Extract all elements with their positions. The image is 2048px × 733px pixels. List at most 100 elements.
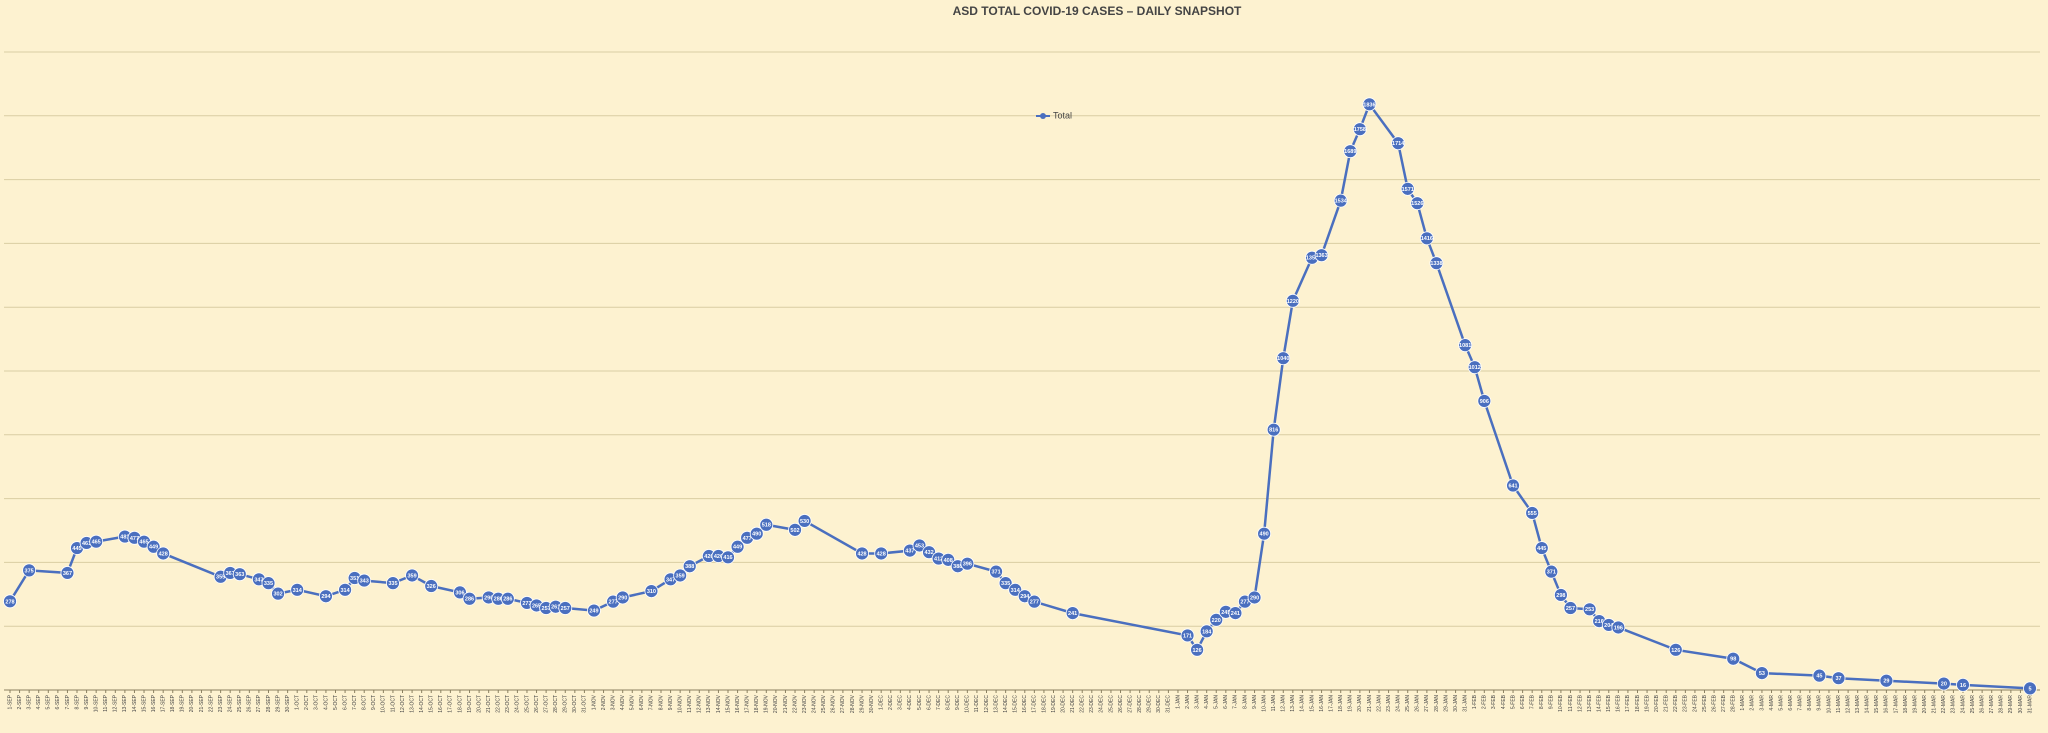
x-tick-label: 5-OCT [333,695,339,710]
data-label: 253 [1585,607,1594,613]
data-label: 453 [915,543,924,549]
x-tick-label: 28-NOV [850,694,856,713]
data-label: 20 [1941,682,1947,688]
point [1343,144,1358,159]
x-tick-label: 1-NOV [591,694,597,710]
x-tick-label: 21-OCT [486,695,492,713]
data-label: 388 [953,564,962,570]
data-label: 335 [388,581,397,587]
x-tick-label: 7-NOV [649,694,655,710]
point [558,601,573,615]
x-tick-label: 27-MAR [1989,695,1995,714]
data-label: 396 [963,562,972,568]
x-tick-label: 25-FEB [1702,694,1708,712]
data-label: 310 [647,589,656,595]
data-label: 126 [1193,648,1202,654]
x-tick-label: 15-NOV [725,694,731,713]
data-label: 1338 [1430,261,1442,267]
point [3,594,17,609]
x-tick-label: 27-NOV [840,694,846,713]
x-tick-label: 25-MAR [1970,695,1976,714]
x-tick-label: 22-FEB [1673,694,1679,712]
x-tick-label: 6-NOV [639,694,645,710]
x-tick-label: 21-JAN [1367,695,1373,712]
data-label: 45 [1816,674,1822,680]
point [319,589,333,604]
x-tick-label: 27-SEP [256,694,262,712]
data-label: 257 [1566,606,1575,612]
data-label: 477 [130,536,139,542]
data-label: 816 [1269,428,1278,434]
point [1467,360,1482,375]
data-label: 1758 [1354,127,1366,133]
data-label: 261 [551,605,560,611]
data-label: 445 [1537,546,1546,552]
point [682,559,697,574]
data-label: 277 [1030,600,1039,606]
x-tick-label: 17-DEC [1032,695,1038,713]
data-label: 428 [159,551,168,557]
point [453,585,467,600]
x-tick-label: 8-NOV [658,694,664,710]
x-tick-label: 6-MAR [1788,695,1794,711]
point [1400,181,1415,196]
x-tick-label: 14-SEP [132,694,138,712]
x-tick-label: 14-NOV [716,694,722,713]
point [1506,478,1520,493]
x-tick-label: 8-OCT [362,695,368,710]
x-tick-label: 8-FEB [1539,694,1545,709]
point [338,582,352,597]
x-tick-label: 29-JAN [1443,695,1449,712]
point [424,579,439,593]
data-label: 277 [609,600,618,606]
point [759,517,774,532]
x-tick-label: 18-MAR [1903,695,1909,714]
point [1419,231,1434,246]
x-tick-label: 27-FEB [1721,694,1727,712]
data-label: 220 [1212,618,1221,624]
point [615,590,630,605]
x-tick-label: 28-SEP [266,694,272,712]
x-tick-label: 9-NOV [668,694,674,710]
x-tick-label: 23-FEB [1683,694,1689,712]
x-tick-label: 2-OCT [304,695,310,710]
x-tick-label: 30-NOV [869,694,875,713]
x-tick-label: 8-JAN [1242,695,1248,709]
data-label: 98 [1730,657,1736,663]
data-label: 290 [484,595,493,601]
x-tick-label: 23-NOV [802,694,808,713]
data-label: 359 [676,573,685,579]
point [1525,506,1540,520]
x-tick-label: 21-SEP [199,694,205,712]
data-label: 1689 [1344,149,1356,155]
x-tick-label: 13-MAR [1855,695,1861,714]
point [941,552,956,567]
x-tick-label: 16-SEP [151,694,157,712]
x-tick-label: 9-FEB [1549,694,1555,709]
x-tick-label: 16-OCT [438,695,444,713]
x-tick-label: 2-SEP [17,694,23,709]
x-tick-label: 13-FEB [1587,694,1593,712]
data-label: 277 [1240,600,1249,606]
x-tick-label: 7-JAN [1233,695,1239,709]
x-tick-label: 1-OCT [295,695,301,710]
x-tick-label: 29-OCT [563,695,569,713]
data-label: 530 [800,519,809,525]
x-tick-label: 19-JAN [1348,695,1354,712]
data-label: 347 [666,577,675,583]
data-label: 351 [350,576,359,582]
point [405,568,419,583]
x-tick-label: 22-SEP [208,694,214,712]
x-tick-label: 29-NOV [859,694,865,713]
point [587,603,601,618]
x-tick-label: 14-OCT [419,695,425,713]
data-label: 502 [790,528,799,534]
data-label: 1081 [1459,343,1471,349]
x-tick-label: 28-FEB [1731,694,1737,712]
x-tick-label: 21-DEC [1070,695,1076,713]
data-label: 171 [1183,633,1192,639]
x-tick-label: 30-SEP [285,694,291,712]
point [1276,351,1291,366]
x-tick-label: 23-SEP [218,694,224,712]
data-label: 37 [1835,676,1841,682]
